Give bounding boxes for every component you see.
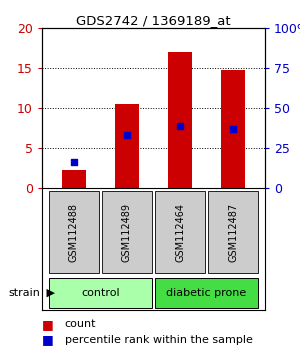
Text: strain: strain xyxy=(8,288,40,298)
Bar xyxy=(168,52,192,188)
Text: ■: ■ xyxy=(42,333,58,347)
Bar xyxy=(208,191,258,273)
Text: GSM112487: GSM112487 xyxy=(228,202,238,262)
Text: ■: ■ xyxy=(42,318,58,331)
Point xyxy=(124,132,129,138)
Text: diabetic prone: diabetic prone xyxy=(167,288,247,298)
Bar xyxy=(102,191,152,273)
Bar xyxy=(49,191,99,273)
Text: GSM112464: GSM112464 xyxy=(175,202,185,262)
Bar xyxy=(49,278,152,308)
Bar xyxy=(155,278,258,308)
Text: GSM112489: GSM112489 xyxy=(122,202,132,262)
Text: count: count xyxy=(64,319,96,329)
Text: ▶: ▶ xyxy=(43,288,55,298)
Point xyxy=(231,126,236,132)
Text: percentile rank within the sample: percentile rank within the sample xyxy=(64,335,252,345)
Bar xyxy=(221,70,245,188)
Bar xyxy=(155,191,205,273)
Text: GSM112488: GSM112488 xyxy=(69,202,79,262)
Point xyxy=(178,123,182,129)
Bar xyxy=(115,104,139,188)
Title: GDS2742 / 1369189_at: GDS2742 / 1369189_at xyxy=(76,14,231,27)
Bar xyxy=(62,170,86,188)
Point xyxy=(71,160,76,165)
Text: control: control xyxy=(81,288,120,298)
